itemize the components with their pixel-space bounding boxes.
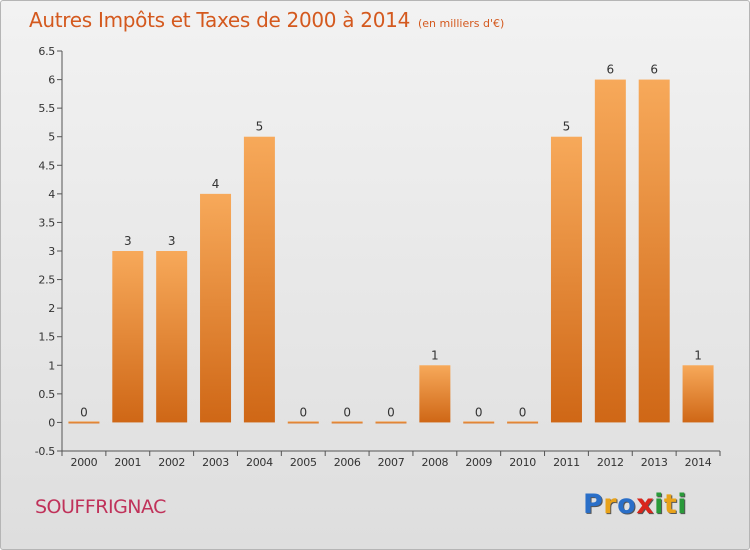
bar xyxy=(682,365,714,423)
x-tick-label: 2011 xyxy=(553,456,580,469)
x-tick-label: 2007 xyxy=(378,456,405,469)
title-row: Autres Impôts et Taxes de 2000 à 2014 (en… xyxy=(29,8,504,32)
data-label: 4 xyxy=(212,177,220,191)
data-label: 3 xyxy=(124,234,132,248)
y-tick-label: 2 xyxy=(48,302,55,315)
y-tick-label: 0 xyxy=(48,416,55,429)
chart-subtitle: (en milliers d'€) xyxy=(418,17,505,30)
y-tick-label: 5.5 xyxy=(38,102,55,115)
bar xyxy=(638,79,670,423)
y-tick-label: 0.5 xyxy=(38,388,55,401)
data-label: 0 xyxy=(80,405,88,419)
x-tick-label: 2001 xyxy=(114,456,141,469)
x-tick-label: 2006 xyxy=(334,456,361,469)
data-label: 5 xyxy=(256,120,264,134)
proxiti-logo[interactable]: Proxiti xyxy=(583,489,687,520)
x-tick-label: 2005 xyxy=(290,456,317,469)
data-label: 6 xyxy=(607,63,615,77)
x-tick-label: 2009 xyxy=(465,456,492,469)
bar xyxy=(331,421,363,424)
y-tick-label: 3.5 xyxy=(38,216,55,229)
data-label: 6 xyxy=(650,63,658,77)
bar xyxy=(68,421,100,424)
data-label: 3 xyxy=(168,234,176,248)
logo-letter: r xyxy=(603,489,618,520)
data-label: 0 xyxy=(299,405,307,419)
y-tick-label: 3 xyxy=(48,245,55,258)
y-tick-label: 2.5 xyxy=(38,274,55,287)
bar xyxy=(112,251,144,423)
x-tick-label: 2002 xyxy=(158,456,185,469)
axes: -0.5 0 0.5 1 1.5 2 2.5 3 3.5 4 4.5 5 5.5 6 6.5 2000 2001… xyxy=(35,45,721,469)
data-label: 1 xyxy=(431,348,439,362)
bar xyxy=(375,421,407,424)
commune-name: SOUFFRIGNAC xyxy=(35,496,166,518)
x-tick-label: 2013 xyxy=(641,456,668,469)
bar xyxy=(550,136,582,423)
chart-title: Autres Impôts et Taxes de 2000 à 2014 xyxy=(29,8,410,32)
x-tick-label: 2000 xyxy=(71,456,98,469)
bar xyxy=(419,365,451,423)
bar xyxy=(200,193,232,423)
y-tick-label: 6 xyxy=(48,74,55,87)
logo-letter: i xyxy=(677,489,688,520)
x-tick-label: 2012 xyxy=(597,456,624,469)
y-tick-label: 4.5 xyxy=(38,159,55,172)
y-tick-label: 6.5 xyxy=(38,45,55,58)
bar xyxy=(243,136,275,423)
logo-letter: P xyxy=(583,489,604,520)
x-tick-label: 2003 xyxy=(202,456,229,469)
y-tick-label: 1 xyxy=(48,359,55,372)
x-tick-label: 2008 xyxy=(421,456,448,469)
bar xyxy=(594,79,626,423)
data-label: 0 xyxy=(475,405,483,419)
logo-letter: x xyxy=(636,489,655,520)
y-tick-label: 1.5 xyxy=(38,331,55,344)
bar xyxy=(463,421,495,424)
y-tick-label: 5 xyxy=(48,131,55,144)
bar xyxy=(156,251,188,423)
data-label: 1 xyxy=(694,348,702,362)
x-tick-label: 2010 xyxy=(509,456,536,469)
logo-letter: i xyxy=(654,489,664,520)
data-label: 0 xyxy=(519,405,527,419)
data-labels: 0 3 3 4 5 0 0 0 1 0 0 5 6 6 1 xyxy=(80,63,702,420)
data-label: 0 xyxy=(343,405,351,419)
data-label: 5 xyxy=(563,120,571,134)
logo-letter: o xyxy=(617,489,637,520)
x-tick-label: 2004 xyxy=(246,456,273,469)
y-tick-label: 4 xyxy=(48,188,55,201)
x-tick-label: 2014 xyxy=(685,456,712,469)
bar xyxy=(287,421,319,424)
logo-letter: t xyxy=(663,489,678,520)
bar xyxy=(507,421,539,424)
y-tick-label: -0.5 xyxy=(35,445,56,458)
bars xyxy=(68,79,714,424)
data-label: 0 xyxy=(387,405,395,419)
